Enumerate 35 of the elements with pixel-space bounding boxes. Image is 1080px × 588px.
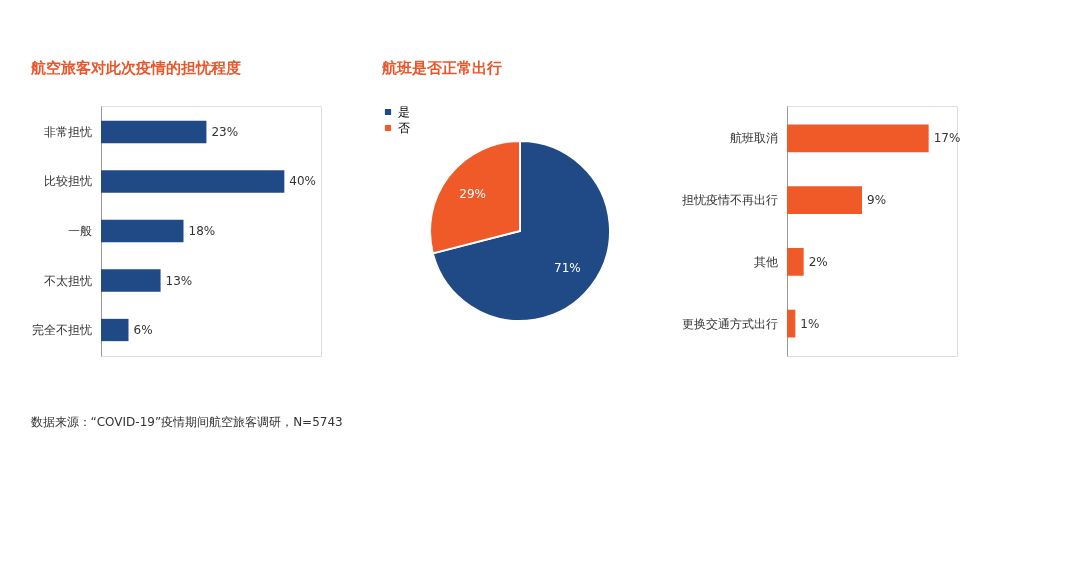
- data-label: 17%: [933, 131, 961, 146]
- bar: [101, 170, 285, 193]
- bar: [787, 124, 929, 153]
- y-tick-label: 其他: [753, 254, 778, 269]
- y-tick-label: 完全不担忧: [31, 323, 92, 338]
- y-tick-label: 非常担忧: [43, 124, 92, 139]
- y-tick-label: 担忧疫情不再出行: [681, 193, 778, 208]
- bar: [787, 309, 796, 338]
- data-label: 40%: [289, 174, 317, 189]
- data-label: 1%: [800, 316, 820, 331]
- bar: [787, 186, 862, 215]
- data-label: 23%: [211, 124, 239, 139]
- chart-title: 航班是否正常出行: [381, 59, 502, 77]
- y-tick-label: 比较担忧: [43, 174, 92, 189]
- bar: [787, 247, 804, 276]
- chart-title: 航空旅客对此次疫情的担忧程度: [30, 59, 241, 77]
- bar: [101, 219, 184, 243]
- data-label: 6%: [133, 323, 153, 338]
- bar: [101, 318, 129, 342]
- source-note: 数据来源：“COVID-19”疫情期间航空旅客调研，N=5743: [30, 414, 343, 429]
- legend-label: 否: [398, 121, 410, 135]
- y-tick-label: 一般: [67, 224, 92, 238]
- bar: [101, 269, 161, 292]
- data-label: 13%: [165, 273, 193, 288]
- y-tick-label: 更换交通方式出行: [681, 316, 778, 331]
- data-label: 29%: [459, 187, 486, 202]
- y-tick-label: 航班取消: [729, 131, 778, 146]
- data-label: 9%: [867, 193, 887, 208]
- y-tick-label: 不太担忧: [43, 273, 92, 288]
- legend-label: 是: [398, 105, 410, 119]
- data-label: 71%: [554, 260, 581, 275]
- bar: [101, 120, 207, 144]
- data-label: 2%: [808, 254, 828, 269]
- pie-slice: [431, 140, 611, 322]
- data-label: 18%: [188, 224, 216, 238]
